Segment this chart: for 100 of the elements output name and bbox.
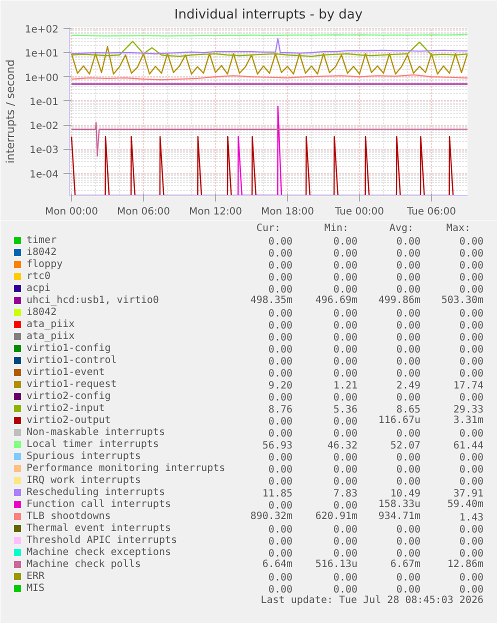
legend-label: Machine check exceptions (26, 547, 171, 558)
text: 0.00 (268, 536, 293, 548)
legend-label: IRQ work interrupts (26, 475, 141, 486)
text: 0.00 (333, 344, 358, 356)
text: 59.40m (447, 499, 484, 510)
text: 0.00 (333, 272, 358, 284)
text: 0.00 (268, 248, 293, 260)
legend-label: Threshold APIC interrupts (26, 535, 178, 546)
text: 0.00 (333, 476, 358, 488)
y-tick-label: 1e-02 (30, 121, 59, 132)
legend-label: floppy (26, 259, 63, 270)
legend-label: ata_piix (26, 331, 75, 342)
text: 1.21 (333, 380, 358, 392)
legend-label: timer (26, 235, 57, 246)
y-tick-label: 1e-01 (30, 96, 59, 108)
y-tick-label: 1e-03 (30, 145, 59, 156)
text: 56.93 (262, 440, 293, 452)
legend-label: virtio2-output (26, 415, 111, 426)
legend-label: ERR (26, 571, 46, 582)
text: 0.00 (459, 572, 484, 584)
text: 0.00 (268, 500, 293, 512)
text: 0.00 (459, 344, 484, 356)
y-tick-label: 1e+01 (24, 48, 59, 60)
text: Last update: Tue Jul 28 08:45:03 2026 (260, 595, 484, 606)
text: 0.00 (459, 248, 484, 260)
text: 0.00 (459, 236, 484, 248)
text: 0.00 (396, 392, 421, 404)
text: 0.00 (268, 548, 293, 560)
text: 0.00 (459, 272, 484, 284)
text: 0.00 (396, 248, 421, 260)
text: 0.00 (268, 308, 293, 320)
text: 52.07 (390, 440, 421, 452)
legend-label: rtc0 (26, 271, 51, 282)
text: 0.00 (333, 236, 358, 248)
text: 0.00 (268, 260, 293, 272)
text: 7.83 (333, 488, 358, 500)
text: 0.00 (459, 392, 484, 404)
text: 0.00 (268, 572, 293, 584)
text: 0.00 (333, 368, 358, 380)
text: 0.00 (396, 536, 421, 548)
text: 0.00 (459, 476, 484, 488)
legend-label: Rescheduling interrupts (26, 487, 165, 498)
text: 61.44 (453, 440, 484, 452)
text: 1.43 (459, 512, 484, 524)
text: 3.31m (453, 415, 484, 426)
legend-label: i8042 (26, 307, 57, 318)
text: 0.00 (268, 416, 293, 428)
text: Cur: (256, 223, 281, 234)
text: 0.00 (396, 308, 421, 320)
x-tick-label: Tue 00:00 (334, 206, 384, 218)
text: 0.00 (459, 536, 484, 548)
text: 46.32 (327, 440, 358, 452)
text: 17.74 (453, 380, 484, 392)
text: 0.00 (268, 392, 293, 404)
legend-label: acpi (26, 283, 51, 294)
text: 0.00 (333, 416, 358, 428)
text: 0.00 (333, 524, 358, 536)
text: 0.00 (268, 356, 293, 368)
legend-label: MIS (26, 583, 45, 594)
text: 0.00 (396, 584, 421, 596)
text: 158.33u (378, 499, 421, 510)
text: Max: (446, 223, 471, 234)
x-tick-label: Mon 12:00 (188, 206, 242, 218)
legend-label: Performance monitoring interrupts (26, 463, 226, 474)
x-tick-label: Mon 18:00 (260, 206, 314, 218)
text: 8.65 (396, 404, 421, 416)
y-tick-label: 1e-04 (30, 169, 59, 180)
text: 12.86m (447, 559, 484, 570)
text: 0.00 (396, 260, 421, 272)
legend-label: i8042 (26, 247, 57, 258)
x-tick-label: Tue 06:00 (406, 206, 456, 218)
text: 0.00 (459, 368, 484, 380)
text: 0.00 (396, 320, 421, 332)
text: 0.00 (396, 284, 421, 296)
line-series (70, 46, 468, 75)
text: 0.00 (268, 320, 293, 332)
legend-label: Thermal event interrupts (26, 523, 171, 534)
text: 934.71m (378, 511, 421, 522)
text: 8.76 (268, 404, 293, 416)
legend-label: Function call interrupts (26, 499, 171, 510)
text: 498.35m (250, 295, 293, 306)
text: 5.36 (333, 404, 358, 416)
text: 0.00 (459, 356, 484, 368)
text: 0.00 (459, 428, 484, 440)
text: 0.00 (333, 356, 358, 368)
text: 0.00 (333, 464, 358, 476)
text: 0.00 (268, 476, 293, 488)
text: 10.49 (390, 488, 421, 500)
text: Min: (324, 223, 349, 234)
text: 0.00 (459, 284, 484, 296)
text: 29.33 (453, 404, 484, 416)
text: 0.00 (333, 320, 358, 332)
text: 620.91m (315, 511, 358, 522)
text: 890.32m (250, 511, 293, 522)
text: 0.00 (333, 332, 358, 344)
text: 0.00 (459, 464, 484, 476)
text: 2.49 (396, 380, 421, 392)
text: 0.00 (333, 584, 358, 596)
legend-label: Non-maskable interrupts (26, 427, 165, 438)
text: 0.00 (268, 584, 293, 596)
